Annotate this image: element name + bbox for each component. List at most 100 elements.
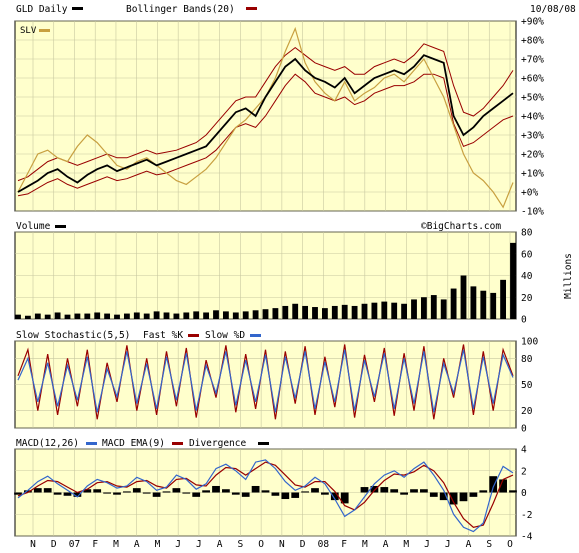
divergence-label: Divergence xyxy=(189,438,246,449)
y-tick-label: -4 xyxy=(521,532,533,543)
divergence-bar xyxy=(241,492,250,497)
volume-bar xyxy=(262,309,269,319)
divergence-bar xyxy=(24,490,32,493)
volume-bar xyxy=(351,305,358,319)
y-tick-label: 0 xyxy=(521,424,527,435)
x-tick-label: S xyxy=(486,539,492,550)
divergence-bar xyxy=(53,492,62,495)
volume-bar xyxy=(153,311,160,319)
divergence-bar xyxy=(192,492,201,497)
y-tick-label: +70% xyxy=(521,55,544,66)
volume-bar xyxy=(213,310,219,319)
volume-bar xyxy=(371,302,378,319)
divergence-bar xyxy=(410,489,418,493)
divergence-legend-swatch xyxy=(258,442,269,445)
y-tick-label: 2 xyxy=(521,466,527,477)
fastk-legend-swatch xyxy=(188,334,199,337)
volume-bar xyxy=(331,305,338,319)
divergence-bar xyxy=(132,488,141,493)
x-tick-label: J xyxy=(175,539,181,550)
volume-bar xyxy=(411,299,417,319)
divergence-bar xyxy=(479,490,488,493)
gld-legend-swatch xyxy=(72,7,83,10)
volume-legend-swatch xyxy=(55,225,66,228)
divergence-bar xyxy=(162,491,171,493)
x-tick-label: S xyxy=(238,539,244,550)
volume-bar xyxy=(143,313,150,319)
chart-date: 10/08/08 xyxy=(530,4,576,15)
volume-bar xyxy=(232,312,239,319)
divergence-bar xyxy=(330,492,339,501)
volume-bar xyxy=(282,305,289,319)
volume-bar xyxy=(361,303,368,319)
divergence-bar xyxy=(301,491,309,493)
slowd-line xyxy=(17,349,514,413)
macd-line xyxy=(17,459,514,533)
slowd-label: Slow %D xyxy=(205,330,245,341)
divergence-bar xyxy=(123,491,131,493)
volume-bar xyxy=(133,312,140,319)
volume-axis-title: Millions xyxy=(563,253,574,299)
volume-bar xyxy=(292,303,299,319)
divergence-bar xyxy=(380,487,389,493)
volume-bar xyxy=(203,312,210,319)
y-tick-label: +90% xyxy=(521,17,544,28)
y-tick-label: 40 xyxy=(521,271,533,282)
volume-bar xyxy=(193,311,200,319)
volume-bar xyxy=(391,302,398,319)
divergence-bar xyxy=(439,492,448,501)
y-tick-label: +50% xyxy=(521,93,544,104)
divergence-bar xyxy=(429,492,438,497)
slv-legend-label: SLV xyxy=(20,26,37,36)
y-tick-label: -10% xyxy=(521,207,544,218)
volume-bar xyxy=(510,242,516,319)
x-tick-label: F xyxy=(341,539,347,550)
x-tick-label: A xyxy=(217,539,223,550)
divergence-bar xyxy=(311,488,319,493)
bollinger-lower-line xyxy=(17,73,514,197)
divergence-bar xyxy=(499,479,507,493)
fastk-label: Fast %K xyxy=(143,330,183,341)
volume-bar xyxy=(440,299,447,319)
macd-label: MACD(12,26) xyxy=(16,438,79,449)
volume-bar xyxy=(242,311,249,319)
y-tick-label: +20% xyxy=(521,150,544,161)
x-tick-label: J xyxy=(445,539,451,550)
divergence-bar xyxy=(390,489,399,493)
volume-bar xyxy=(490,292,497,319)
watermark: ©BigCharts.com xyxy=(421,221,501,232)
y-tick-label: 0 xyxy=(521,488,527,499)
volume-bar xyxy=(252,310,259,319)
divergence-bar xyxy=(93,489,102,493)
y-tick-label: 20 xyxy=(521,293,533,304)
divergence-bar xyxy=(212,485,220,493)
volume-bar xyxy=(84,313,91,319)
divergence-bar xyxy=(281,492,290,500)
divergence-bar xyxy=(251,485,260,493)
divergence-bar xyxy=(231,492,240,495)
divergence-bar xyxy=(14,492,22,495)
divergence-bar xyxy=(449,492,458,505)
x-tick-label: D xyxy=(300,539,306,550)
stochastic-label: Slow Stochastic(5,5) xyxy=(16,330,130,341)
divergence-bar xyxy=(400,492,408,495)
divergence-bar xyxy=(113,492,121,495)
y-tick-label: -2 xyxy=(521,510,532,521)
x-tick-label: A xyxy=(466,539,472,550)
volume-bar xyxy=(272,308,279,319)
volume-bar xyxy=(24,315,31,319)
volume-bar xyxy=(312,307,318,319)
y-tick-label: +60% xyxy=(521,74,544,85)
volume-bar xyxy=(15,314,21,319)
y-tick-label: 20 xyxy=(521,406,533,417)
divergence-bar xyxy=(142,492,151,494)
x-tick-label: A xyxy=(134,539,140,550)
y-tick-label: 80 xyxy=(521,354,533,365)
volume-bar xyxy=(302,305,309,319)
y-tick-label: 60 xyxy=(521,249,533,260)
volume-bar xyxy=(381,301,388,319)
volume-bar xyxy=(401,303,408,319)
x-tick-label: M xyxy=(403,539,409,550)
divergence-bar xyxy=(271,492,280,496)
